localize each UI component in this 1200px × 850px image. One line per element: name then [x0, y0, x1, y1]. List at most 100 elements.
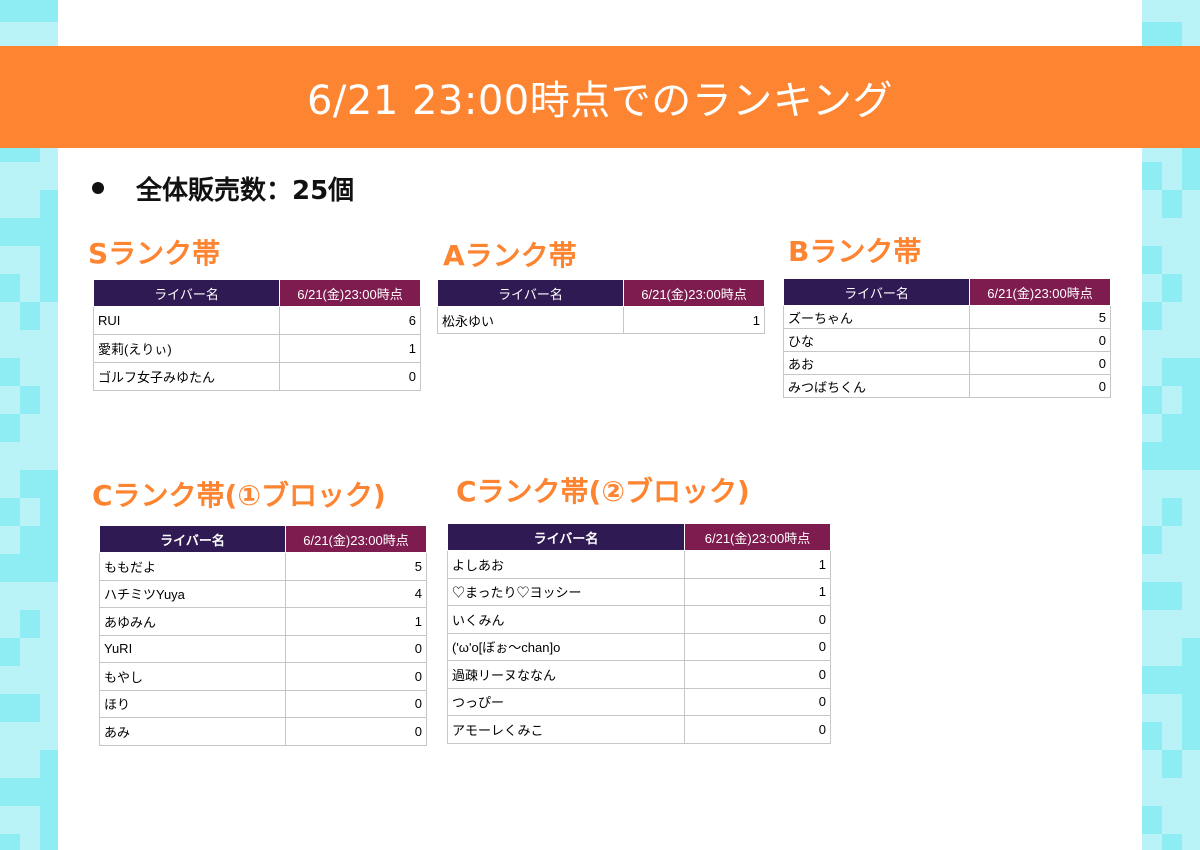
- decorative-tile: [1182, 442, 1200, 470]
- decorative-tile: [1142, 666, 1162, 694]
- decorative-tile: [40, 806, 58, 834]
- table-row: 愛莉(えりぃ) 1: [93, 334, 421, 363]
- decorative-tile: [1142, 386, 1162, 414]
- decorative-tile: [40, 498, 58, 526]
- decorative-tile: [1162, 442, 1182, 470]
- decorative-tile: [0, 414, 20, 442]
- column-header-liver-name: ライバー名: [99, 525, 286, 553]
- sales-count-cell: 0: [285, 662, 427, 691]
- table-row: つっぴー 0: [447, 687, 831, 716]
- column-header-count: 6/21(金)23:00時点: [279, 279, 421, 307]
- decorative-tile: [20, 470, 40, 498]
- total-sales-summary: 全体販売数：25個: [92, 170, 354, 206]
- decorative-tile: [20, 610, 40, 638]
- ranking-table-a: ライバー名 6/21(金)23:00時点 松永ゆい 1: [437, 279, 765, 334]
- table-row: いくみん 0: [447, 605, 831, 634]
- section-title-b-rank: Bランク帯: [788, 235, 922, 268]
- sales-count-cell: 0: [684, 632, 831, 661]
- decorative-tile: [1142, 246, 1162, 274]
- decorative-tile: [40, 834, 58, 850]
- decorative-tile: [40, 470, 58, 498]
- table-row: あお 0: [783, 351, 1111, 375]
- decorative-tile: [1182, 694, 1200, 722]
- liver-name-cell: あみ: [99, 717, 286, 746]
- liver-name-cell: もやし: [99, 662, 286, 691]
- liver-name-cell: RUI: [93, 306, 280, 335]
- decorative-tile: [40, 0, 58, 22]
- decorative-tile: [1142, 526, 1162, 554]
- liver-name-cell: 松永ゆい: [437, 306, 624, 334]
- decorative-tile: [0, 554, 20, 582]
- column-header-count: 6/21(金)23:00時点: [623, 279, 765, 307]
- liver-name-cell: ♡まったり♡ヨッシー: [447, 577, 685, 606]
- decorative-tile: [1162, 834, 1182, 850]
- table-row: みつばちくん 0: [783, 374, 1111, 398]
- decorative-tile: [40, 218, 58, 246]
- bullet-icon: [92, 182, 104, 194]
- liver-name-cell: ほり: [99, 689, 286, 718]
- liver-name-cell: 過疎リーヌななん: [447, 660, 685, 689]
- decorative-tile: [1142, 22, 1162, 50]
- decorative-tile: [0, 834, 20, 850]
- sales-count-cell: 0: [684, 605, 831, 634]
- decorative-tile: [1182, 386, 1200, 414]
- sales-count-cell: 0: [285, 634, 427, 663]
- table-row: ♡まったり♡ヨッシー 1: [447, 577, 831, 606]
- sales-count-cell: 0: [285, 689, 427, 718]
- ranking-table-s: ライバー名 6/21(金)23:00時点 RUI 6 愛莉(えりぃ) 1 ゴルフ女子みゆ…: [93, 279, 421, 391]
- column-header-liver-name: ライバー名: [437, 279, 624, 307]
- decorative-tile: [0, 694, 20, 722]
- sales-count-cell: 0: [969, 351, 1111, 375]
- column-header-count: 6/21(金)23:00時点: [969, 278, 1111, 306]
- decorative-tile: [40, 750, 58, 778]
- liver-name-cell: ズーちゃん: [783, 305, 970, 329]
- sales-count-cell: 0: [285, 717, 427, 746]
- liver-name-cell: 愛莉(えりぃ): [93, 334, 280, 363]
- sales-count-cell: 0: [684, 715, 831, 744]
- table-row: よしあお 1: [447, 550, 831, 579]
- decorative-tile: [1142, 162, 1162, 190]
- table-row: アモーレくみこ 0: [447, 715, 831, 744]
- decorative-tile: [1142, 302, 1162, 330]
- sales-count-cell: 5: [969, 305, 1111, 329]
- column-header-count: 6/21(金)23:00時点: [684, 523, 831, 551]
- decorative-tile: [0, 218, 20, 246]
- section-title-c-rank-block-1: Cランク帯(①ブロック): [92, 479, 386, 512]
- liver-name-cell: いくみん: [447, 605, 685, 634]
- column-header-liver-name: ライバー名: [93, 279, 280, 307]
- sales-count-cell: 6: [279, 306, 421, 335]
- table-row: ('ω'o[ぼぉ〜chan]o 0: [447, 632, 831, 661]
- decorative-tile: [20, 218, 40, 246]
- sales-count-cell: 1: [684, 577, 831, 606]
- decorative-tile: [1162, 750, 1182, 778]
- column-header-count: 6/21(金)23:00時点: [285, 525, 427, 553]
- liver-name-cell: あゆみん: [99, 607, 286, 636]
- decorative-tile: [1162, 414, 1182, 442]
- liver-name-cell: アモーレくみこ: [447, 715, 685, 744]
- decorative-tile: [1162, 498, 1182, 526]
- liver-name-cell: つっぴー: [447, 687, 685, 716]
- sales-count-cell: 0: [969, 374, 1111, 398]
- decorative-tile: [20, 694, 40, 722]
- sales-count-cell: 1: [279, 334, 421, 363]
- sales-count-cell: 0: [969, 328, 1111, 352]
- decorative-tile: [1162, 274, 1182, 302]
- sales-count-cell: 0: [279, 362, 421, 391]
- table-row: 松永ゆい 1: [437, 306, 765, 334]
- decorative-tile: [40, 190, 58, 218]
- sales-count-cell: 0: [684, 687, 831, 716]
- liver-name-cell: みつばちくん: [783, 374, 970, 398]
- decorative-tile: [20, 386, 40, 414]
- decorative-tile: [1182, 666, 1200, 694]
- decorative-tile: [1162, 358, 1182, 386]
- liver-name-cell: ひな: [783, 328, 970, 352]
- sales-count-cell: 1: [623, 306, 765, 334]
- ranking-table-c-block-2: ライバー名 6/21(金)23:00時点 よしあお 1 ♡まったり♡ヨッシー 1 いくみ…: [447, 523, 831, 744]
- sales-count-cell: 1: [285, 607, 427, 636]
- liver-name-cell: ('ω'o[ぼぉ〜chan]o: [447, 632, 685, 661]
- title-banner: 6/21 23:00時点でのランキング: [0, 46, 1200, 148]
- section-title-s-rank: Sランク帯: [88, 237, 221, 270]
- ranking-table-b: ライバー名 6/21(金)23:00時点 ズーちゃん 5 ひな 0 あお 0 みつばちくん 0: [783, 278, 1111, 398]
- sales-count-cell: 1: [684, 550, 831, 579]
- sales-count-cell: 4: [285, 579, 427, 608]
